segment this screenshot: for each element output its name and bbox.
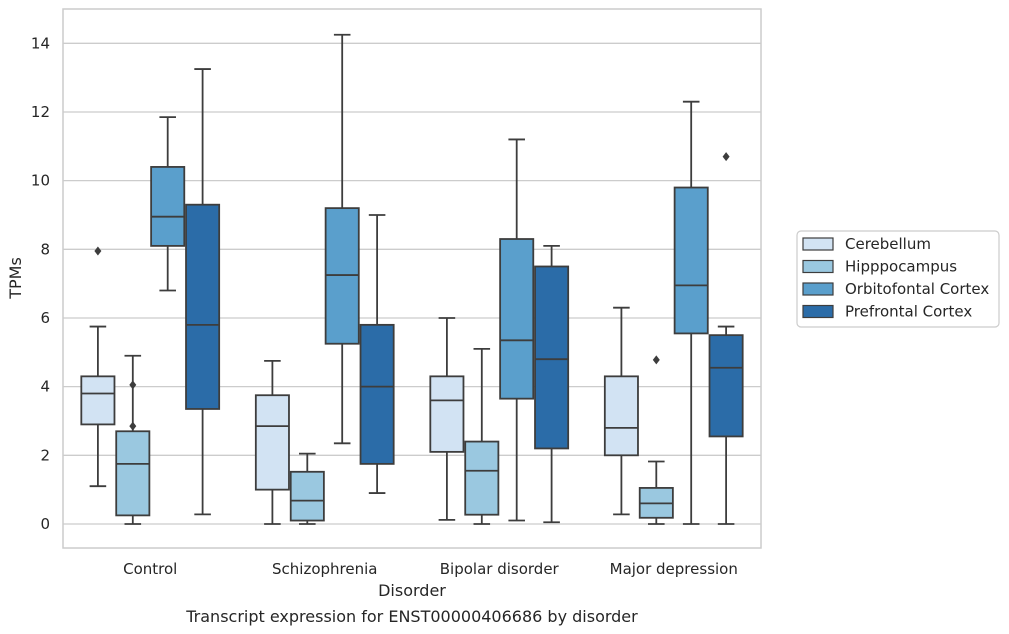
legend-swatch bbox=[802, 237, 834, 251]
x-tick-label: Control bbox=[123, 560, 177, 578]
y-tick-label: 2 bbox=[40, 446, 50, 464]
box-iqr bbox=[359, 323, 395, 465]
legend-label: Cerebellum bbox=[845, 235, 931, 253]
box-iqr bbox=[534, 265, 570, 450]
x-tick-labels: Control Schizophrenia Bipolar disorder Majo… bbox=[123, 560, 738, 578]
box-group bbox=[150, 116, 186, 292]
box-iqr bbox=[429, 375, 465, 453]
outlier-point bbox=[129, 421, 137, 431]
legend-label: Hipppocampus bbox=[845, 258, 957, 276]
x-tick-label: Schizophrenia bbox=[272, 560, 377, 578]
box-iqr bbox=[603, 375, 639, 457]
box-group bbox=[499, 138, 535, 522]
box-group bbox=[429, 317, 465, 521]
box-iqr bbox=[708, 334, 744, 438]
y-gridlines bbox=[63, 42, 761, 525]
legend-label: Orbitofontal Cortex bbox=[845, 280, 989, 298]
box-group bbox=[289, 452, 325, 525]
x-tick-label: Major depression bbox=[610, 560, 738, 578]
legend-swatch bbox=[802, 259, 834, 274]
box-group bbox=[464, 347, 500, 525]
legend-label: Prefrontal Cortex bbox=[845, 303, 972, 321]
y-tick-label: 12 bbox=[31, 103, 50, 121]
y-tick-label: 4 bbox=[40, 378, 50, 396]
box-iqr bbox=[464, 440, 500, 516]
box-group bbox=[534, 244, 570, 524]
y-axis-label: TPMs bbox=[6, 257, 25, 300]
legend-frame bbox=[796, 230, 1000, 328]
box-iqr bbox=[254, 394, 290, 491]
box-iqr bbox=[150, 166, 186, 247]
box-group bbox=[185, 68, 221, 516]
y-tick-label: 14 bbox=[31, 34, 50, 52]
x-tick-label: Bipolar disorder bbox=[440, 560, 560, 578]
box-iqr bbox=[115, 430, 151, 517]
plot-frame bbox=[62, 8, 762, 549]
legend-swatch bbox=[802, 304, 834, 319]
outlier-point bbox=[722, 152, 730, 162]
y-tick-label: 8 bbox=[40, 240, 50, 258]
legend: Cerebellum Hipppocampus Orbitofontal Corte… bbox=[796, 230, 1000, 328]
x-axis-label: Disorder bbox=[378, 581, 446, 600]
box-group bbox=[115, 354, 151, 525]
y-tick-labels: 0 2 4 6 8 10 12 14 bbox=[31, 34, 50, 533]
box-group bbox=[708, 152, 744, 525]
y-tick-label: 0 bbox=[40, 515, 50, 533]
legend-swatch bbox=[802, 282, 834, 296]
y-tick-label: 6 bbox=[40, 309, 50, 327]
outlier-point bbox=[129, 380, 137, 390]
box-plots bbox=[80, 33, 744, 525]
outlier-point bbox=[652, 355, 660, 365]
box-iqr bbox=[673, 186, 709, 335]
outlier-point bbox=[94, 246, 102, 256]
box-group bbox=[324, 33, 360, 445]
box-iqr bbox=[185, 203, 221, 410]
box-iqr bbox=[289, 470, 325, 522]
box-group bbox=[673, 100, 709, 525]
y-tick-label: 10 bbox=[31, 172, 50, 190]
box-group bbox=[254, 359, 290, 525]
box-group bbox=[359, 214, 395, 494]
chart-caption: Transcript expression for ENST0000040668… bbox=[185, 607, 638, 626]
box-group bbox=[603, 306, 639, 516]
box-group bbox=[638, 355, 674, 525]
box-iqr bbox=[80, 375, 116, 426]
box-group bbox=[80, 246, 116, 488]
box-iqr bbox=[499, 238, 535, 400]
